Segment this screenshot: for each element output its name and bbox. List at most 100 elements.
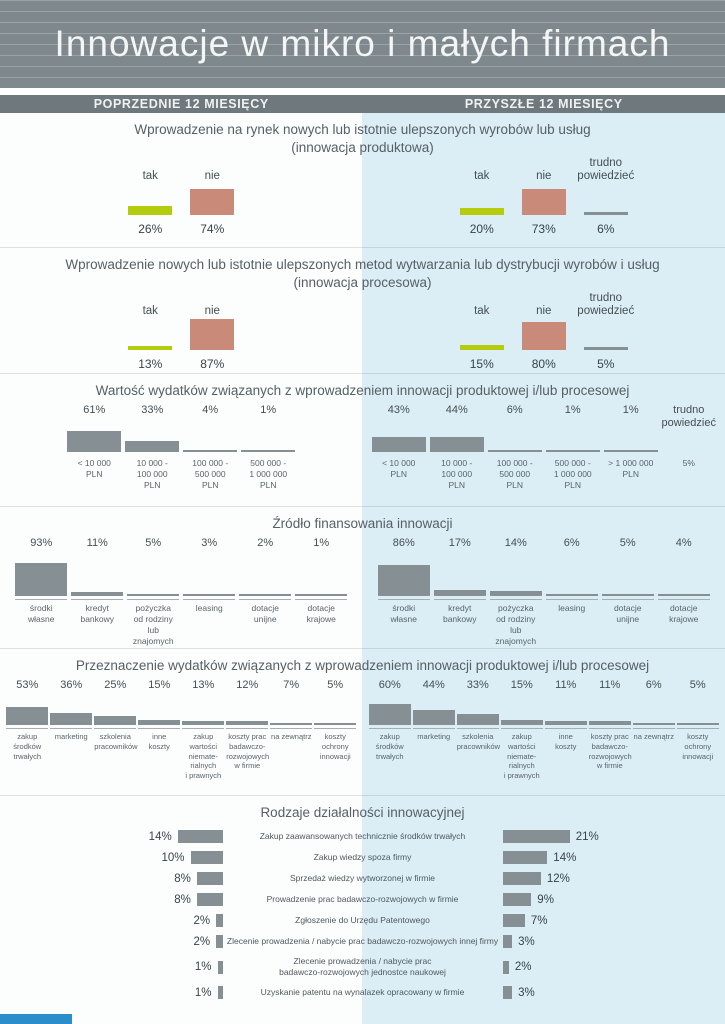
content: Wprowadzenie na rynek nowych lub istotni… — [0, 113, 725, 1024]
value-label: 5% — [619, 537, 636, 550]
chart-financing-future: 86% środki własne 17% kredyt bankowy 14% poży… — [363, 537, 725, 647]
bar-area — [368, 703, 411, 726]
category-label: marketing — [412, 728, 455, 742]
section-subtitle: (innowacja produktowa) — [291, 140, 434, 156]
section-subtitle: (innowacja procesowa) — [293, 275, 432, 291]
previous-value-label: 8% — [174, 872, 191, 885]
bar-area — [588, 703, 631, 726]
chart-allocation-future: 60% zakup środków trwałych 44% marketing 33%… — [363, 679, 725, 781]
answer-label: nie — [536, 305, 552, 318]
bar-area — [377, 561, 430, 597]
bar-column: 5% pożyczka od rodziny lub znajomych — [127, 537, 180, 647]
future-bar-cell: 3% — [502, 986, 708, 1000]
answer-label: nie — [536, 170, 552, 183]
future-bar — [502, 872, 541, 886]
category-label: 500 000 - 1 000 000 PLN — [249, 458, 288, 491]
activity-label: Prowadzenie prac badawczo-rozwojowych w … — [266, 894, 459, 905]
bar-column: 33% 10 000 - 100 000 PLN — [125, 404, 180, 491]
chart-product-previous: tak 26% nie 74% — [0, 161, 363, 236]
chart-pair: tak 13% nie 87% tak 15% nie 80% trudno powiedzi… — [0, 292, 725, 371]
value-label: 1% — [622, 404, 639, 417]
future-bar — [502, 935, 513, 949]
bar-area — [433, 561, 486, 597]
bar — [190, 188, 235, 216]
value-label: 20% — [469, 222, 494, 237]
category-label: inne koszty — [544, 728, 587, 752]
value-label: 4% — [202, 404, 219, 417]
bar-column: tak 26% — [128, 161, 173, 236]
previous-bar-cell: 14% — [18, 830, 223, 844]
bar-area — [183, 561, 236, 597]
bar-column: 5% dotacje unijne — [601, 537, 654, 625]
bar-column: nie 80% — [521, 296, 566, 371]
activity-label: Zgłoszenie do Urzędu Patentowego — [295, 915, 430, 926]
activity-label: Zakup zaawansowanych technicznie środków… — [259, 831, 466, 842]
category-label: dotacje krajowe — [657, 599, 710, 625]
bar-area — [521, 318, 566, 351]
future-bar — [502, 851, 548, 865]
column-headers: POPRZEDNIE 12 MIESIĘCY PRZYSZŁE 12 MIESI… — [0, 95, 725, 113]
bar-column: 93% środki własne — [15, 537, 68, 625]
bar-area — [314, 703, 357, 726]
category-label: 10 000 - 100 000 PLN — [441, 458, 473, 491]
value-label: 15% — [510, 679, 533, 692]
tornado-row: 2% Zgłoszenie do Urzędu Patentowego 7% — [18, 914, 708, 928]
answer-label: tak — [142, 170, 158, 183]
bar-column: 17% kredyt bankowy — [433, 537, 486, 625]
chart-allocation-previous: 53% zakup środków trwałych 36% marketing 25%… — [0, 679, 363, 781]
category-label: środki własne — [15, 599, 68, 625]
bar-area — [657, 561, 710, 597]
footer-logo-block — [0, 1014, 72, 1024]
bar-area — [487, 428, 542, 453]
bar-area — [603, 428, 658, 453]
bar-column: 33% szkolenia pracowników — [456, 679, 500, 752]
tornado-row: 8% Sprzedaż wiedzy wytworzonej w firmie 12… — [18, 872, 708, 886]
bar — [521, 189, 566, 216]
category-label: 5% — [682, 458, 695, 469]
category-label: > 1 000 000 PLN — [608, 458, 654, 480]
header: Innowacje w mikro i małych firmach — [0, 0, 725, 88]
answer-label: nie — [204, 170, 220, 183]
bar-column: 11% inne koszty — [544, 679, 587, 752]
bar-area — [662, 428, 716, 452]
chart-process-future: tak 15% nie 80% trudno powiedzieć 5% — [363, 292, 725, 371]
bar — [433, 590, 486, 597]
chart-expenditure-previous: 61% < 10 000 PLN 33% 10 000 - 100 000 PLN 4%… — [0, 404, 363, 491]
bar — [377, 565, 430, 597]
value-label: 1% — [260, 404, 277, 417]
category-label: na zewnątrz — [270, 728, 313, 742]
bar-area — [270, 703, 313, 726]
tornado-row: 14% Zakup zaawansowanych technicznie środ… — [18, 830, 708, 844]
value-label: 6% — [597, 222, 615, 237]
value-label: 15% — [148, 679, 171, 692]
value-label: 1% — [313, 537, 330, 550]
bar-area — [226, 703, 269, 726]
value-label: 86% — [392, 537, 415, 550]
bar-area — [128, 183, 173, 216]
bar-area — [632, 703, 675, 726]
future-bar-cell: 3% — [502, 935, 708, 949]
section-expenditure-value: Wartość wydatków związanych z wprowadzen… — [0, 373, 725, 506]
bar-column: 7% na zewnątrz — [270, 679, 313, 742]
bar-column: 60% zakup środków trwałych — [368, 679, 411, 761]
tornado-row: 10% Zakup wiedzy spoza firmy 14% — [18, 851, 708, 865]
category-label: pożyczka od rodziny lub znajomych — [489, 599, 542, 647]
future-bar-cell: 9% — [502, 893, 708, 907]
future-bar-cell: 2% — [502, 960, 708, 974]
section-innovation-activity-types: Rodzaje działalności innowacyjnej 14% Zak… — [0, 795, 725, 1024]
previous-value-label: 1% — [194, 961, 212, 974]
bar — [67, 430, 122, 453]
future-bar-cell: 7% — [502, 914, 708, 928]
value-label: 5% — [145, 537, 162, 550]
category-label: koszty ochrony innowacji — [314, 728, 357, 761]
bar-column: 6% na zewnątrz — [632, 679, 675, 742]
bar — [500, 719, 543, 726]
bar — [190, 319, 235, 351]
bar — [676, 723, 719, 726]
category-label: 10 000 - 100 000 PLN — [136, 458, 168, 491]
bar — [128, 345, 173, 351]
page-title: Innowacje w mikro i małych firmach — [54, 23, 671, 64]
value-label: 74% — [200, 222, 225, 237]
bar-column: tak 20% — [459, 161, 504, 237]
bar — [601, 594, 654, 597]
